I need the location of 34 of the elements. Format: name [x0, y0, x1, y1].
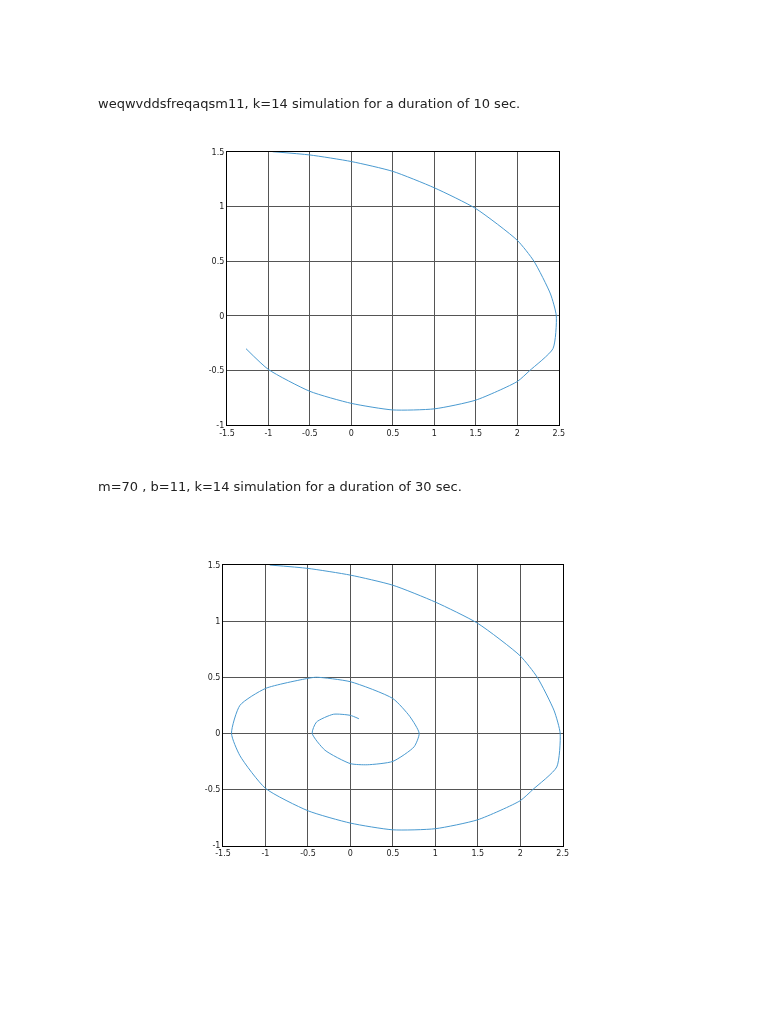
x-tick-label: 0.5 — [386, 849, 400, 859]
x-tick-label: -1 — [261, 849, 270, 859]
x-tick-label: 0 — [348, 428, 354, 438]
y-tick-label: 0 — [219, 311, 225, 321]
y-tick-label: 0.5 — [207, 673, 221, 683]
x-tick-label: -1.5 — [215, 849, 231, 859]
x-tick-label: 0.5 — [386, 428, 400, 438]
x-tick-label: 2.5 — [552, 428, 566, 438]
y-tick-label: 1 — [219, 202, 225, 212]
x-tick-label: 2.5 — [556, 849, 570, 859]
y-tick-label: -0.5 — [208, 366, 225, 376]
x-tick-label: 0 — [347, 849, 353, 859]
y-tick-label: -0.5 — [204, 785, 221, 795]
chart-title: weqwvddsfreqaqsm11, k=14 simulation for a duration of 10 sec. — [98, 96, 521, 111]
y-tick-label: -1 — [216, 421, 225, 431]
x-tick-label: 1.5 — [471, 849, 485, 859]
y-tick-label: 0.5 — [211, 256, 225, 266]
x-tick-label: -1.5 — [219, 428, 235, 438]
line-series — [231, 565, 561, 831]
y-tick-label: 0 — [215, 729, 221, 739]
x-tick-label: 1 — [432, 849, 438, 859]
x-tick-label: 2 — [514, 428, 520, 438]
x-tick-label: 1.5 — [469, 428, 483, 438]
y-tick-label: -1 — [212, 841, 221, 851]
x-tick-label: 2 — [517, 849, 523, 859]
line-series — [245, 151, 557, 411]
y-tick-label: 1.5 — [207, 560, 221, 570]
y-tick-label: 1 — [215, 616, 221, 626]
x-tick-label: 1 — [431, 428, 437, 438]
x-tick-label: -1 — [264, 428, 273, 438]
y-tick-label: 1.5 — [211, 147, 225, 157]
chart-title: m=70 , b=11, k=14 simulation for a duration of 30 sec. — [98, 479, 462, 494]
x-tick-label: -0.5 — [300, 849, 316, 859]
x-tick-label: -0.5 — [302, 428, 318, 438]
